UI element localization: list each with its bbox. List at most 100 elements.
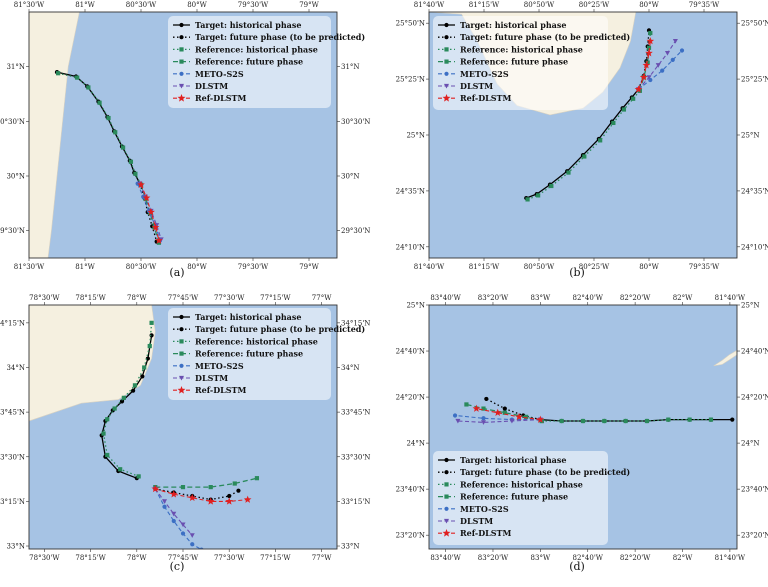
series-point-dlstm bbox=[646, 75, 652, 80]
legend-label-target_hist: Target: historical phase bbox=[195, 312, 301, 322]
legend-marker-refdlstm bbox=[442, 94, 451, 102]
x-tick-label-top: 82°W bbox=[673, 294, 693, 302]
series-point-ref_future bbox=[232, 481, 237, 486]
series-point-refdlstm bbox=[206, 497, 215, 505]
legend-box bbox=[433, 451, 608, 545]
series-point-ref_hist bbox=[566, 170, 571, 175]
series-point-ref_hist bbox=[75, 75, 80, 80]
series-point-refdlstm bbox=[151, 484, 160, 493]
legend-marker-target_hist bbox=[179, 314, 184, 320]
legend-label-ref_future: Reference: future phase bbox=[460, 57, 568, 67]
y-tick-label: 34°15'N bbox=[0, 319, 25, 327]
series-point-ref_hist bbox=[112, 406, 117, 411]
series-point-refdlstm bbox=[147, 208, 155, 216]
series-point-ref_future bbox=[464, 402, 469, 407]
series-line-dlstm bbox=[457, 419, 541, 423]
series-point-ref_future bbox=[645, 60, 650, 65]
series-line-refdlstm bbox=[476, 408, 541, 421]
panel-caption: (d) bbox=[569, 560, 585, 573]
x-tick-label-top: 79°30'W bbox=[238, 1, 269, 9]
x-tick-label: 81°30'W bbox=[14, 263, 45, 271]
series-layer bbox=[99, 320, 260, 549]
panel-3: 78°30'W 78°30'W 78°15'W 78°15'W 78°W 78°W 77°4… bbox=[0, 294, 370, 573]
y-tick-label: 23°20'N bbox=[396, 532, 425, 540]
x-tick-label: 79°30'W bbox=[238, 263, 269, 271]
x-tick-label: 78°30'W bbox=[29, 554, 60, 562]
series-point-ref_hist bbox=[101, 431, 106, 436]
legend-marker-refdlstm bbox=[177, 386, 186, 394]
y-tick-label-right: 24°10'N bbox=[741, 243, 768, 251]
x-tick-label: 83°W bbox=[531, 554, 551, 562]
series-point-target_hist bbox=[131, 388, 136, 393]
x-tick-label-top: 80°50'W bbox=[524, 1, 555, 9]
series-point-ref_hist bbox=[644, 418, 650, 424]
y-tick-label-right: 25°25'N bbox=[741, 76, 768, 84]
legend-marker-target_hist bbox=[444, 22, 449, 28]
panel-2: 81°40'W 81°40'W 81°15'W 81°15'W 80°50'W 80°50… bbox=[396, 1, 768, 279]
y-tick-label-right: 24°N bbox=[741, 440, 760, 448]
legend-label-dlstm: DLSTM bbox=[460, 81, 493, 91]
series-point-ref_hist bbox=[142, 365, 147, 370]
legend-marker-target_future bbox=[179, 35, 184, 40]
x-tick-label: 78°W bbox=[127, 554, 147, 562]
x-tick-label-top: 82°20'W bbox=[620, 294, 651, 302]
series-point-refdlstm bbox=[169, 490, 178, 498]
series-point-ref_hist bbox=[147, 343, 152, 349]
panel-4: 83°40'W 83°40'W 83°20'W 83°20'W 83°W 83°W 82°4… bbox=[396, 294, 768, 573]
series-line-meto bbox=[455, 414, 541, 421]
x-tick-label: 81°W bbox=[75, 263, 95, 271]
y-tick-label: 25°N bbox=[406, 302, 425, 310]
series-point-dlstm bbox=[655, 63, 661, 68]
series-point-ref_hist bbox=[128, 159, 134, 164]
series-point-meto bbox=[481, 416, 486, 421]
legend-label-ref_hist: Reference: historical phase bbox=[195, 44, 318, 54]
x-tick-label: 81°40'W bbox=[414, 263, 445, 271]
series-point-ref_hist bbox=[105, 452, 110, 458]
x-tick-label: 77°45'W bbox=[168, 554, 199, 562]
y-tick-label-right: 25°N bbox=[741, 132, 760, 140]
series-point-refdlstm bbox=[243, 495, 252, 503]
legend-marker-ref_hist bbox=[444, 47, 449, 52]
series-point-refdlstm bbox=[188, 493, 197, 502]
legend-marker-target_future bbox=[179, 327, 184, 332]
series-point-ref_future bbox=[156, 240, 162, 245]
legend-label-refdlstm: Ref-DLSTM bbox=[195, 93, 247, 103]
series-point-meto bbox=[190, 542, 195, 547]
legend-label-target_future: Target: future phase (to be predicted) bbox=[460, 32, 630, 42]
y-tick-label: 30°N bbox=[6, 173, 25, 181]
panel-1: 81°30'W 81°30'W 81°W 81°W 80°30'W 80°30'W 80°W… bbox=[0, 1, 370, 279]
series-point-refdlstm bbox=[155, 236, 163, 244]
x-tick-label-top: 83°20'W bbox=[478, 294, 509, 302]
series-point-ref_future bbox=[502, 410, 507, 415]
series-point-ref_hist bbox=[133, 171, 138, 176]
legend-label-ref_hist: Reference: historical phase bbox=[195, 336, 318, 346]
legend-label-refdlstm: Ref-DLSTM bbox=[195, 385, 247, 395]
y-tick-label: 33°30'N bbox=[0, 453, 25, 461]
series-point-refdlstm bbox=[645, 49, 653, 57]
x-tick-label: 77°15'W bbox=[260, 554, 291, 562]
series-point-meto bbox=[670, 57, 675, 62]
series-point-dlstm bbox=[180, 522, 186, 528]
x-tick-label: 81°15'W bbox=[469, 263, 500, 271]
legend-label-target_future: Target: future phase (to be predicted) bbox=[195, 324, 365, 334]
series-line-ref_future bbox=[140, 184, 160, 243]
legend-label-refdlstm: Ref-DLSTM bbox=[460, 93, 512, 103]
series-point-dlstm bbox=[480, 420, 487, 425]
panel-frame bbox=[428, 11, 738, 259]
series-point-ref_hist bbox=[86, 85, 91, 90]
x-tick-label-top: 80°25'W bbox=[579, 1, 610, 9]
series-point-ref_hist bbox=[136, 474, 141, 479]
legend-marker-ref_hist bbox=[179, 339, 184, 344]
series-point-ref_future bbox=[481, 406, 486, 411]
x-tick-label: 81°40'W bbox=[715, 554, 746, 562]
legend-label-target_hist: Target: historical phase bbox=[195, 20, 301, 30]
x-tick-label-top: 81°40'W bbox=[414, 1, 445, 9]
y-tick-label: 33°N bbox=[6, 543, 25, 551]
series-point-target_hist bbox=[140, 374, 145, 379]
y-tick-label-right: 29°30'N bbox=[341, 227, 370, 235]
x-tick-label: 79°W bbox=[299, 263, 319, 271]
legend-label-meto: METO-S2S bbox=[460, 504, 509, 514]
legend-marker-ref_future bbox=[179, 351, 184, 356]
series-line-target_future bbox=[485, 398, 541, 421]
legend-marker-ref_future bbox=[444, 59, 449, 64]
